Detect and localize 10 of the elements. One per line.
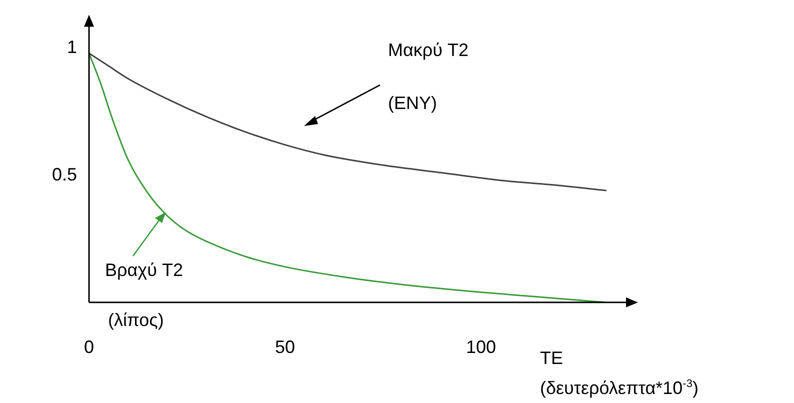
annotation: Βραχύ T2 [105, 259, 183, 281]
text: (λίπος) [108, 309, 164, 331]
annotation: (ENY) [388, 92, 437, 114]
y-tick-label: 0.5 [52, 164, 78, 184]
x-tick-label: 50 [275, 337, 296, 358]
x-axis-title: TE (δευτερόλεπτα*10$^{-3}$) [540, 347, 698, 400]
x-tick-label: 100 [466, 337, 496, 358]
x-tick-label: 0 [84, 337, 94, 358]
y-tick-label: 1 [67, 37, 78, 58]
annotation: Μακρύ T2 [388, 39, 468, 61]
